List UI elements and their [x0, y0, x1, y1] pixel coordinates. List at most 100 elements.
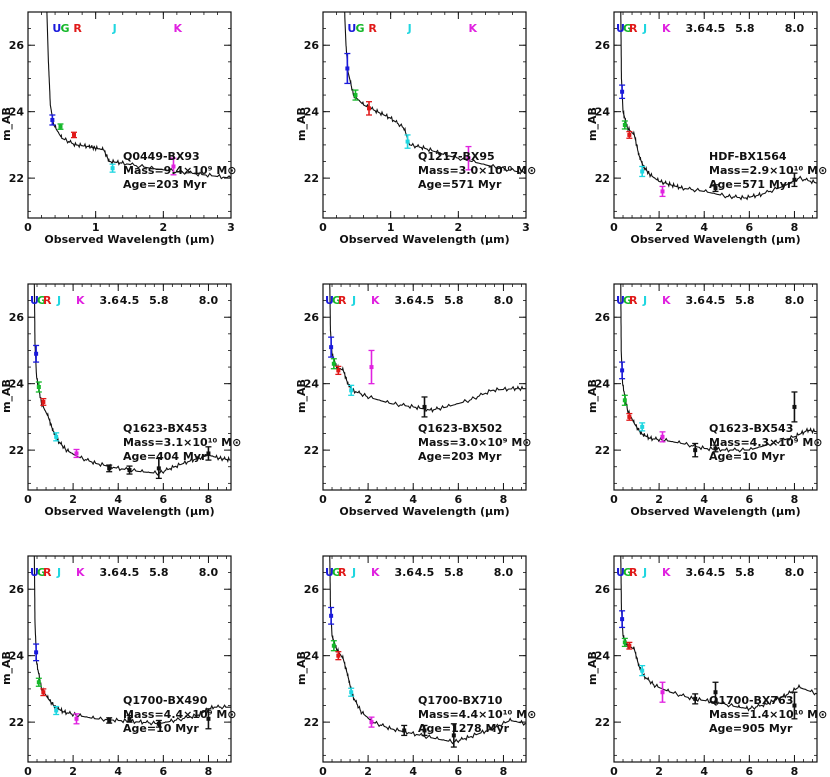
photometry-point: [352, 89, 359, 101]
object-name: Q1217-BX95: [418, 150, 495, 163]
filter-label-k: K: [468, 22, 477, 35]
stellar-mass: Mass=3.1×10¹⁰ M⊙: [123, 436, 241, 449]
x-tick-label: 0: [24, 221, 32, 234]
photometry-point: [73, 448, 80, 459]
x-tick-label: 0: [319, 221, 327, 234]
filter-label-j: J: [642, 294, 647, 307]
photometry-point: [659, 681, 666, 703]
data-marker: [367, 106, 372, 111]
x-axis-label: Observed Wavelength (μm): [339, 233, 509, 246]
photometry-point: [53, 432, 60, 442]
stellar-mass: Mass=4.4×10⁹ M⊙: [123, 708, 237, 721]
y-tick-label: 24: [9, 106, 25, 119]
x-tick-label: 6: [455, 493, 463, 506]
photometry-point: [335, 651, 342, 661]
irac-band-label: 3.6: [685, 294, 705, 307]
photometry-point: [626, 130, 633, 139]
y-tick-label: 24: [9, 378, 25, 391]
x-tick-label: 1: [387, 221, 395, 234]
x-axis-label: Observed Wavelength (μm): [44, 505, 214, 518]
photometry-point: [348, 384, 355, 396]
filter-label-u: U: [325, 294, 334, 307]
data-marker: [627, 643, 632, 648]
data-marker: [660, 434, 665, 439]
plot-frame: [27, 283, 232, 491]
x-axis-label: Observed Wavelength (μm): [339, 505, 509, 518]
photometry-point: [659, 431, 666, 443]
x-tick-label: 2: [455, 221, 463, 234]
data-marker: [156, 466, 161, 471]
stellar-age: Age=203 Myr: [123, 178, 207, 191]
data-marker: [36, 385, 41, 389]
photometry-point: [368, 716, 375, 728]
x-tick-label: 2: [69, 493, 77, 506]
photometry-point: [73, 713, 80, 725]
y-tick-label: 26: [595, 39, 611, 52]
filter-label-g: G: [623, 294, 632, 307]
data-marker: [713, 446, 718, 451]
x-tick-label: 0: [610, 493, 618, 506]
sed-model-line: [46, 12, 231, 180]
x-tick-label: 2: [69, 765, 77, 777]
photometry-point: [712, 444, 719, 453]
x-tick-label: 0: [24, 493, 32, 506]
data-marker: [402, 728, 407, 733]
y-axis-label: m_AB: [295, 651, 308, 685]
data-marker: [345, 66, 350, 71]
y-tick-label: 26: [595, 583, 611, 596]
irac-band-label: 3.6: [394, 566, 414, 579]
stellar-age: Age=10 Myr: [709, 450, 785, 463]
filter-label-j: J: [56, 294, 61, 307]
data-marker: [72, 132, 77, 137]
filter-label-j: J: [351, 566, 356, 579]
y-tick-label: 24: [9, 650, 25, 663]
photometry-point: [35, 677, 42, 687]
photometry-point: [712, 184, 719, 193]
x-tick-label: 8: [791, 765, 799, 777]
x-tick-label: 2: [160, 221, 168, 234]
photometry-point: [401, 724, 408, 737]
irac-band-label: 8.0: [494, 294, 514, 307]
y-axis-label: m_AB: [295, 379, 308, 413]
data-marker: [422, 728, 427, 733]
photometry-point: [659, 185, 666, 198]
data-marker: [660, 189, 665, 194]
data-marker: [422, 404, 427, 409]
filter-label-r: R: [338, 294, 347, 307]
y-tick-label: 22: [304, 444, 319, 457]
photometry-point: [33, 344, 40, 363]
irac-band-label: 4.5: [706, 566, 726, 579]
x-tick-label: 0: [319, 493, 327, 506]
plot-frame: [27, 555, 232, 763]
x-tick-label: 3: [227, 221, 235, 234]
x-axis-label: Observed Wavelength (μm): [44, 233, 214, 246]
data-marker: [110, 166, 115, 171]
data-marker: [627, 414, 632, 419]
filter-label-j: J: [112, 22, 117, 35]
x-tick-label: 8: [205, 493, 213, 506]
photometry-point: [205, 446, 212, 461]
photometry-point: [619, 361, 626, 380]
photometry-point: [57, 123, 64, 130]
data-marker: [405, 139, 410, 144]
photometry-point: [619, 84, 626, 100]
irac-band-label: 5.8: [735, 566, 755, 579]
y-tick-label: 22: [9, 444, 24, 457]
y-tick-label: 26: [304, 311, 320, 324]
object-name: HDF-BX1564: [709, 150, 787, 163]
filter-label-g: G: [623, 22, 632, 35]
irac-band-label: 4.5: [120, 294, 140, 307]
photometry-point: [330, 640, 337, 652]
y-tick-label: 26: [9, 583, 25, 596]
filter-label-r: R: [73, 22, 82, 35]
photometry-point: [348, 687, 355, 697]
irac-band-label: 5.8: [444, 294, 464, 307]
irac-band-label: 8.0: [199, 566, 219, 579]
stellar-mass: Mass=2.9×10¹⁰ M⊙: [709, 164, 827, 177]
filter-label-k: K: [662, 566, 671, 579]
photometry-point: [49, 114, 56, 126]
filter-label-u: U: [616, 566, 625, 579]
data-marker: [353, 93, 358, 98]
irac-band-label: 5.8: [735, 294, 755, 307]
